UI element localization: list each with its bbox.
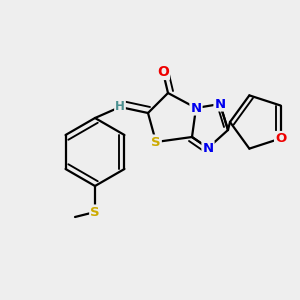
Text: S: S xyxy=(151,136,161,148)
Text: N: N xyxy=(202,142,214,154)
Text: N: N xyxy=(190,101,202,115)
Text: H: H xyxy=(115,100,125,113)
Text: O: O xyxy=(157,65,169,79)
Text: O: O xyxy=(275,132,286,145)
Text: S: S xyxy=(90,206,100,218)
Text: N: N xyxy=(214,98,226,110)
